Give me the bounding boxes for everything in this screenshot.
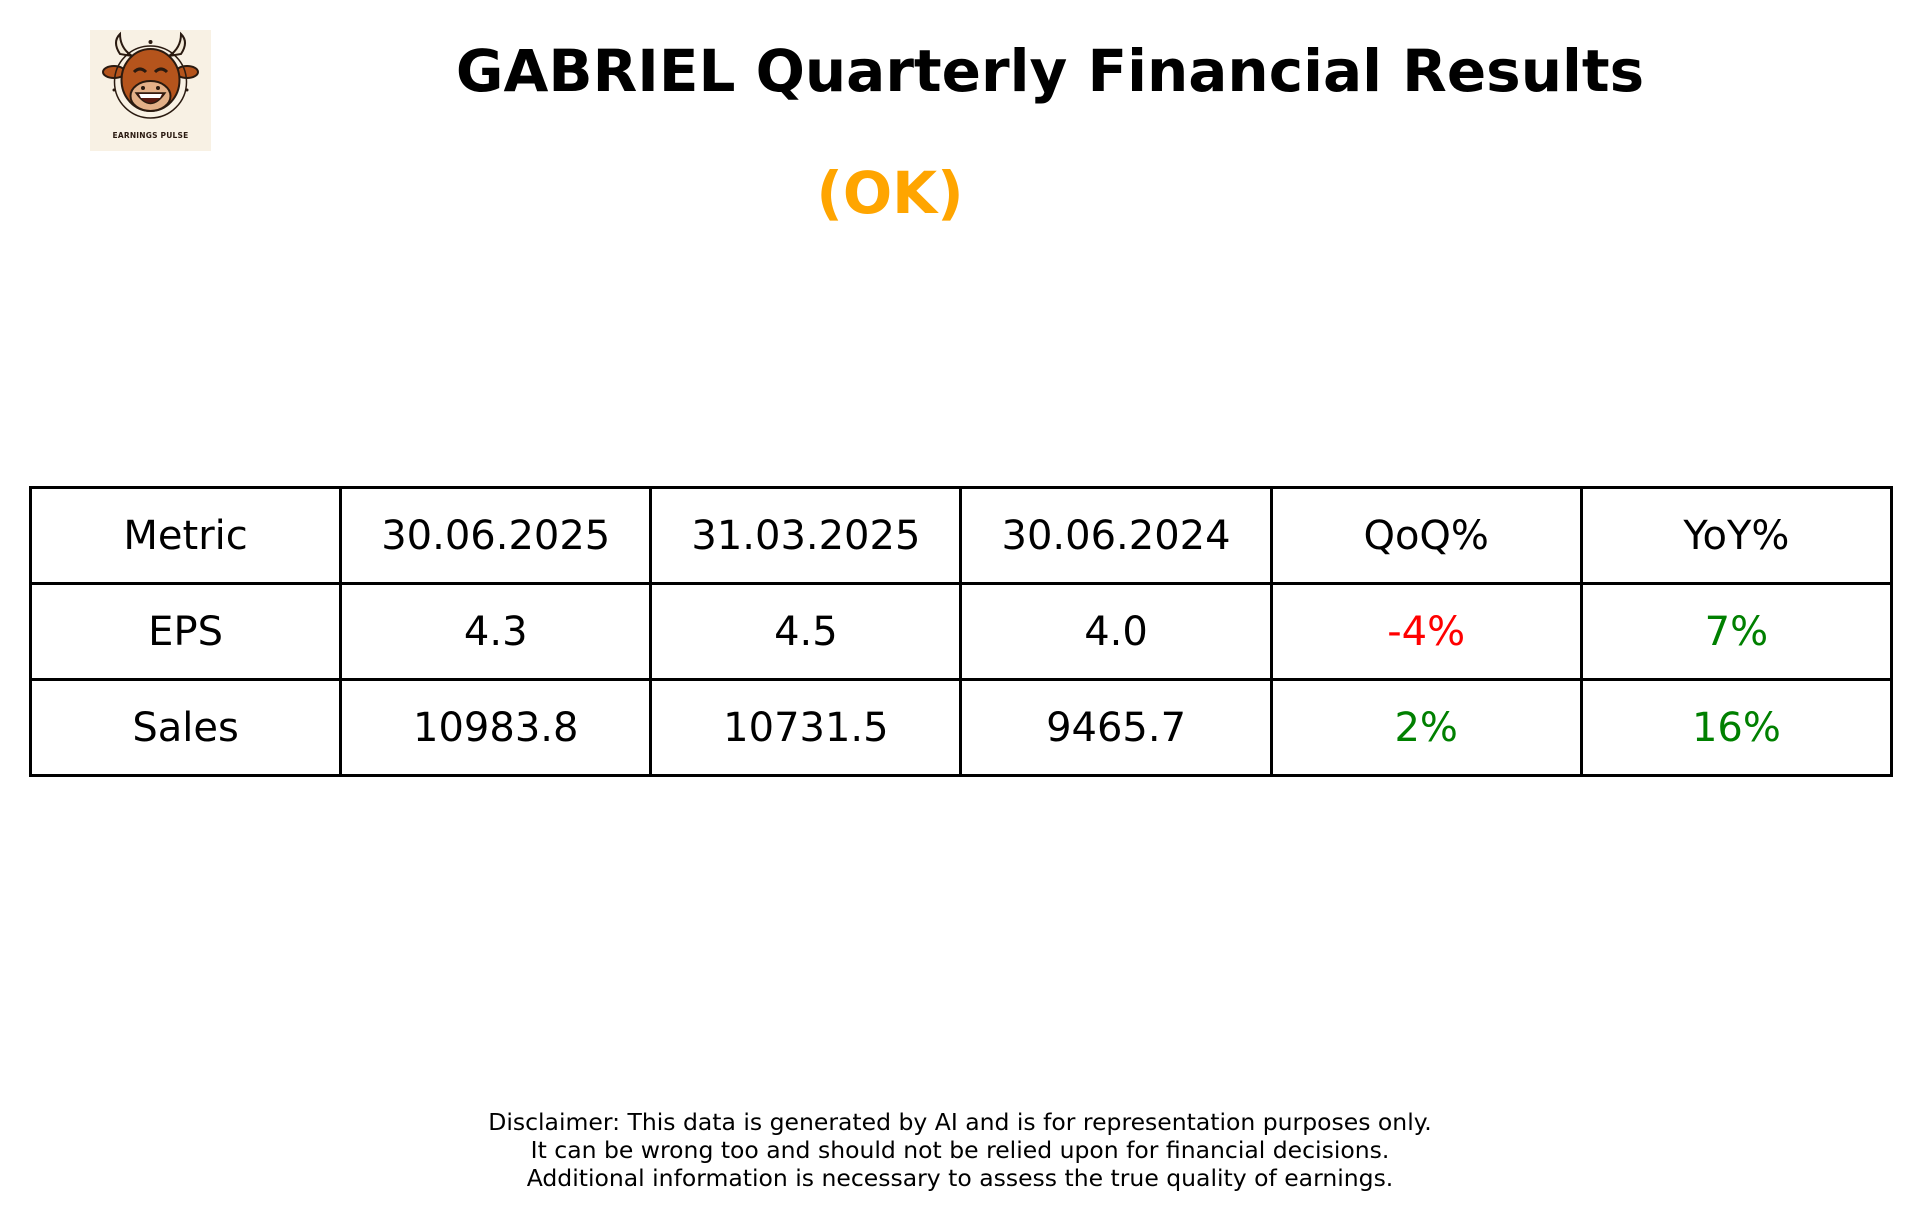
disclaimer-line: Disclaimer: This data is generated by AI… [488, 1108, 1432, 1136]
bull-mascot-icon [102, 31, 199, 119]
logo-text: EARNINGS PULSE [112, 131, 189, 140]
header-cell: 31.03.2025 [649, 486, 963, 585]
value-cell: 4.5 [649, 582, 963, 681]
table-row: EPS 4.3 4.5 4.0 -4% 7% [28, 582, 1894, 681]
disclaimer-line: Additional information is necessary to a… [526, 1164, 1394, 1192]
metric-cell: Sales [28, 678, 343, 777]
header-cell: YoY% [1579, 486, 1894, 585]
table-header-row: Metric 30.06.2025 31.03.2025 30.06.2024 … [28, 486, 1894, 585]
qoq-cell: -4% [1269, 582, 1583, 681]
value-cell: 10731.5 [649, 678, 963, 777]
page-title: GABRIEL Quarterly Financial Results [455, 37, 1645, 105]
disclaimer-line: It can be wrong too and should not be re… [530, 1136, 1390, 1164]
results-table: Metric 30.06.2025 31.03.2025 30.06.2024 … [28, 486, 1894, 777]
value-cell: 4.3 [339, 582, 653, 681]
header-cell: 30.06.2024 [959, 486, 1273, 585]
table-row: Sales 10983.8 10731.5 9465.7 2% 16% [28, 678, 1894, 777]
yoy-cell: 7% [1579, 582, 1894, 681]
rating-label: (OK) [816, 159, 964, 227]
yoy-cell: 16% [1579, 678, 1894, 777]
disclaimer: Disclaimer: This data is generated by AI… [360, 1108, 1560, 1192]
metric-cell: EPS [28, 582, 343, 681]
qoq-cell: 2% [1269, 678, 1583, 777]
header-cell: 30.06.2025 [339, 486, 653, 585]
header-cell: QoQ% [1269, 486, 1583, 585]
value-cell: 4.0 [959, 582, 1273, 681]
value-cell: 9465.7 [959, 678, 1273, 777]
header-cell: Metric [28, 486, 343, 585]
earnings-pulse-logo: EARNINGS PULSE [90, 30, 211, 151]
value-cell: 10983.8 [339, 678, 653, 777]
